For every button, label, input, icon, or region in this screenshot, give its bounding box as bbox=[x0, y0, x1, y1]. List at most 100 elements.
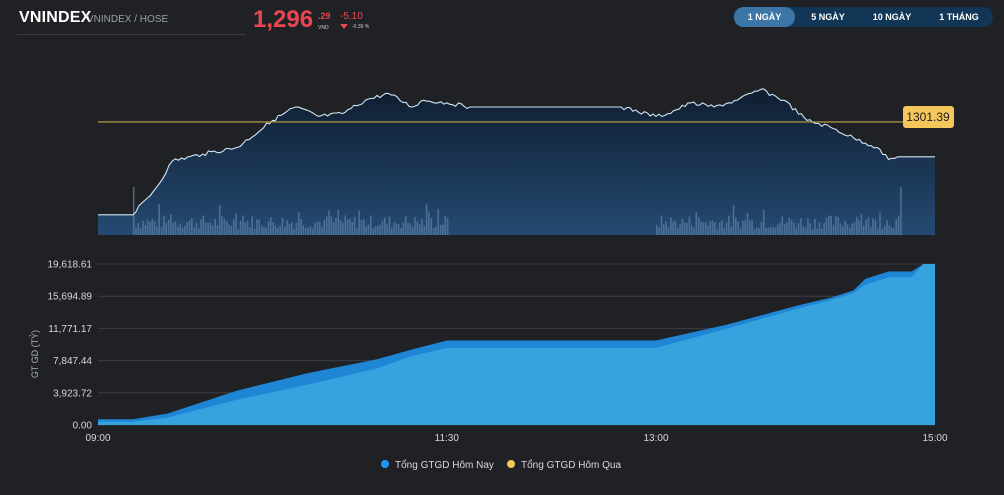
volume-bar bbox=[284, 226, 286, 235]
price-integer: 1,296 bbox=[253, 6, 314, 33]
volume-bar bbox=[893, 228, 895, 235]
volume-bar bbox=[756, 227, 758, 235]
volume-bar bbox=[142, 220, 144, 235]
volume-bar bbox=[191, 218, 193, 235]
volume-bar bbox=[751, 219, 753, 235]
legend-label: Tổng GTGD Hôm Nay bbox=[395, 459, 494, 471]
volume-bar bbox=[423, 225, 426, 235]
header-bar: VNINDEX VNINDEX / HOSE 1,296 .29 VND -5.… bbox=[0, 0, 1004, 40]
volume-bar bbox=[188, 220, 191, 235]
price-line bbox=[98, 88, 935, 216]
volume-bar bbox=[897, 215, 900, 235]
volume-bar bbox=[676, 227, 679, 235]
volume-bar bbox=[381, 220, 384, 235]
volume-bar bbox=[446, 217, 449, 235]
title-divider bbox=[17, 34, 246, 35]
volume-bar bbox=[170, 214, 172, 235]
tab-1-month[interactable]: 1 THÁNG bbox=[939, 12, 979, 22]
volume-bar bbox=[372, 228, 374, 235]
volume-bar bbox=[739, 228, 742, 235]
volume-bar bbox=[711, 220, 714, 235]
volume-bar bbox=[253, 228, 256, 235]
volume-bar bbox=[302, 225, 305, 235]
area-yesterday bbox=[98, 264, 935, 425]
y-tick-label: 3,923.72 bbox=[53, 388, 92, 399]
volume-bar bbox=[874, 219, 877, 235]
volume-bar bbox=[786, 222, 788, 235]
volume-bar bbox=[353, 216, 356, 235]
volume-bar bbox=[377, 225, 379, 235]
volume-bar bbox=[862, 225, 865, 235]
volume-bar bbox=[223, 218, 226, 235]
range-selector: 1 NGÀY 5 NGÀY 10 NGÀY 1 THÁNG bbox=[733, 7, 993, 27]
volume-bar bbox=[272, 222, 274, 235]
volume-bar bbox=[842, 226, 844, 235]
volume-bar bbox=[411, 227, 414, 235]
volume-bar bbox=[679, 223, 681, 235]
volume-bar bbox=[335, 218, 337, 235]
volume-bar bbox=[788, 218, 791, 235]
volume-bar bbox=[814, 218, 816, 235]
volume-bar bbox=[774, 227, 777, 235]
volume-bar bbox=[249, 227, 251, 235]
volume-bar bbox=[204, 222, 207, 235]
legend-swatch bbox=[507, 460, 515, 468]
volume-bar bbox=[832, 224, 835, 235]
volume-bar bbox=[330, 216, 333, 235]
volume-bar bbox=[667, 227, 670, 235]
volume-bar bbox=[816, 228, 818, 235]
volume-bar bbox=[314, 222, 316, 235]
volume-bar bbox=[404, 216, 407, 235]
volume-bar bbox=[216, 225, 219, 235]
volume-bar bbox=[828, 215, 830, 235]
volume-bar bbox=[309, 226, 312, 235]
volume-bar bbox=[270, 217, 272, 235]
volume-bar bbox=[823, 223, 825, 235]
volume-bar bbox=[811, 229, 814, 235]
volume-bar bbox=[883, 225, 886, 235]
volume-bar bbox=[298, 212, 300, 235]
volume-bar bbox=[730, 226, 732, 235]
volume-bar bbox=[293, 228, 295, 235]
volume-bar bbox=[351, 222, 353, 235]
volume-bar bbox=[358, 210, 360, 235]
volume-bar bbox=[737, 221, 739, 235]
volume-bar bbox=[379, 224, 381, 235]
tab-5-days[interactable]: 5 NGÀY bbox=[811, 12, 845, 22]
volume-bar bbox=[430, 217, 433, 235]
volume-bar bbox=[772, 227, 774, 235]
volume-bar bbox=[363, 219, 365, 235]
volume-bar bbox=[242, 215, 244, 235]
volume-bar bbox=[304, 227, 307, 235]
x-tick-label: 11:30 bbox=[435, 433, 460, 444]
tab-1-day[interactable]: 1 NGÀY bbox=[734, 7, 795, 27]
volume-bar bbox=[239, 220, 242, 235]
volume-bar bbox=[277, 228, 279, 235]
volume-bar bbox=[237, 228, 240, 235]
volume-bar bbox=[425, 204, 428, 235]
volume-bar bbox=[225, 221, 228, 235]
volume-bar bbox=[167, 219, 170, 235]
volume-bar bbox=[318, 221, 321, 235]
volume-bar bbox=[879, 212, 881, 235]
tab-10-days[interactable]: 10 NGÀY bbox=[872, 12, 912, 22]
volume-bar bbox=[728, 215, 730, 235]
y-tick-label: 0.00 bbox=[73, 421, 93, 432]
volume-bar bbox=[337, 209, 340, 235]
volume-bar bbox=[367, 224, 370, 235]
volume-bar bbox=[876, 228, 879, 235]
volume-bar bbox=[409, 223, 412, 235]
volume-bar bbox=[349, 218, 351, 235]
volume-bar bbox=[137, 222, 140, 235]
volume-bar bbox=[665, 221, 667, 235]
volume-bar bbox=[753, 228, 756, 235]
volume-bar bbox=[830, 216, 832, 235]
volume-bar bbox=[279, 225, 281, 235]
volume-bar bbox=[400, 228, 402, 235]
volume-bar bbox=[325, 216, 328, 235]
volume-bar bbox=[202, 215, 205, 235]
volume-bar bbox=[153, 221, 156, 235]
volume-bar bbox=[695, 212, 698, 235]
volume-bar bbox=[860, 213, 863, 235]
x-tick-label: 13:00 bbox=[643, 433, 668, 444]
